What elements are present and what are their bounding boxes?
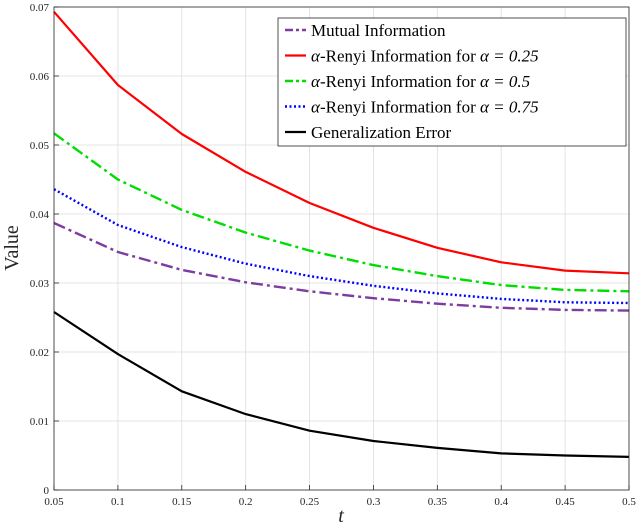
y-tick-label: 0.06: [30, 71, 50, 83]
legend: Mutual Information α-Renyi Information fo…: [277, 17, 627, 147]
x-tick-label: 0.25: [300, 496, 320, 508]
legend-box: [277, 17, 627, 147]
legend-label: Mutual Information: [311, 21, 446, 40]
series-line-4: [53, 188, 630, 305]
x-tick-label: 0.15: [172, 496, 192, 508]
y-tick-label: 0: [44, 485, 50, 497]
plot-frame: [53, 6, 630, 491]
axis-ticks: 0.05 0.1 0.15 0.2 0.25 0.3 0.35 0.4 0.45 0.5 0 0.01…: [30, 2, 637, 508]
y-tick-label: 0.05: [30, 140, 50, 152]
x-axis-title: t: [338, 505, 344, 525]
x-tick-label: 0.5: [622, 496, 636, 508]
y-tick-label: 0.03: [30, 278, 50, 290]
series-lines: [53, 11, 630, 458]
series-line-1: [53, 221, 630, 312]
x-tick-label: 0.35: [428, 496, 448, 508]
x-tick-label: 0.05: [44, 496, 64, 508]
legend-label: α-Renyi Information for α = 0.75: [311, 98, 539, 117]
y-tick-label: 0.04: [30, 209, 50, 221]
y-tick-label: 0.01: [30, 416, 49, 428]
x-tick-label: 0.45: [555, 496, 575, 508]
legend-label: Generalization Error: [311, 123, 452, 142]
series-line-5: [53, 311, 630, 458]
y-tick-label: 0.07: [30, 2, 50, 14]
x-tick-label: 0.3: [367, 496, 381, 508]
y-axis-title: Value: [1, 225, 23, 271]
series-line-3: [53, 132, 630, 293]
legend-label: α-Renyi Information for α = 0.25: [311, 47, 539, 66]
x-tick-label: 0.4: [494, 496, 508, 508]
x-tick-label: 0.1: [111, 496, 125, 508]
series-line-2: [53, 11, 630, 275]
legend-label: α-Renyi Information for α = 0.5: [311, 72, 530, 91]
x-tick-label: 0.2: [239, 496, 253, 508]
y-tick-label: 0.02: [30, 347, 49, 359]
